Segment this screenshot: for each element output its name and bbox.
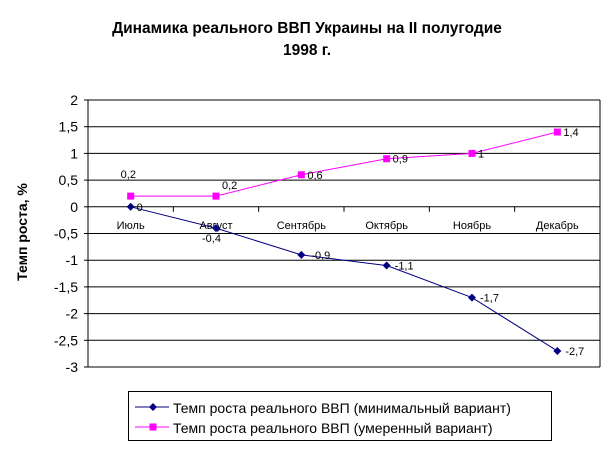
x-tick-label: Декабрь xyxy=(536,220,579,232)
data-label: -1,1 xyxy=(395,261,414,273)
data-label: 0,2 xyxy=(222,180,237,192)
data-label: 0,6 xyxy=(307,170,322,182)
y-tick-label: -2,5 xyxy=(54,332,78,348)
y-tick-label: 0 xyxy=(70,199,78,215)
x-tick-label: Октябрь xyxy=(365,220,408,232)
y-tick-label: -1 xyxy=(66,252,79,268)
data-point xyxy=(126,202,135,211)
data-label: -1,7 xyxy=(480,293,499,305)
y-tick-label: -3 xyxy=(66,359,79,375)
data-point xyxy=(553,128,561,136)
data-point xyxy=(212,224,220,233)
y-tick-label: -1,5 xyxy=(54,279,78,295)
legend: Темп роста реального ВВП (минимальный ва… xyxy=(128,391,552,441)
legend-label-minimal: Темп роста реального ВВП (минимальный ва… xyxy=(173,400,511,416)
data-point xyxy=(212,192,220,200)
chart-title-line-2: 1998 г. xyxy=(283,42,331,59)
data-point xyxy=(468,293,476,302)
data-label: 0 xyxy=(137,202,143,214)
data-label: -2,7 xyxy=(565,346,584,358)
chart-title-line-1: Динамика реального ВВП Украины на II пол… xyxy=(112,20,502,37)
data-point xyxy=(383,155,391,163)
data-point xyxy=(468,149,476,157)
data-point xyxy=(297,171,305,179)
y-tick-label: 2 xyxy=(70,92,78,108)
series-line xyxy=(130,131,558,197)
series-line xyxy=(130,206,558,352)
chart-title: Динамика реального ВВП Украины на II пол… xyxy=(40,18,574,62)
y-tick-label: 0,5 xyxy=(59,172,79,188)
y-tick-label: -0,5 xyxy=(54,226,78,242)
data-label: 1,4 xyxy=(563,127,578,139)
legend-label-moderate: Темп роста реального ВВП (умеренный вари… xyxy=(173,420,493,436)
data-label: -0,4 xyxy=(202,233,221,245)
data-point xyxy=(382,261,391,270)
data-label: 0,9 xyxy=(393,154,408,166)
legend-entry-minimal: Темп роста реального ВВП (минимальный ва… xyxy=(129,398,551,418)
data-point xyxy=(127,192,135,200)
x-tick-label: Июль xyxy=(117,220,145,232)
y-tick-label: 1,5 xyxy=(59,119,79,135)
data-label: -0,9 xyxy=(311,250,330,262)
data-label: 1 xyxy=(478,148,484,160)
legend-swatch-moderate xyxy=(135,423,169,431)
x-tick-label: Сентябрь xyxy=(277,220,327,232)
y-tick-label: -2 xyxy=(66,306,79,322)
data-label: 0,2 xyxy=(121,169,136,181)
data-point xyxy=(297,250,306,259)
x-tick-label: Ноябрь xyxy=(453,220,491,232)
data-point xyxy=(553,346,562,355)
legend-swatch-minimal xyxy=(135,403,169,411)
y-tick-label: 1 xyxy=(70,145,78,161)
legend-entry-moderate: Темп роста реального ВВП (умеренный вари… xyxy=(129,418,551,438)
